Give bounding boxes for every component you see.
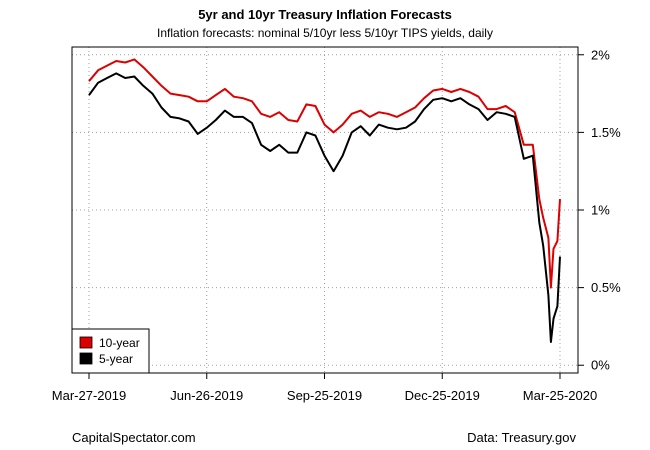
x-tick-label: Mar-25-2020 — [523, 388, 597, 403]
legend-box — [71, 328, 150, 374]
data-source: Data: Treasury.gov — [467, 430, 576, 445]
legend-swatch — [79, 336, 93, 349]
series-line-10-year — [88, 58, 561, 289]
chart-title: 5yr and 10yr Treasury Inflation Forecast… — [198, 7, 452, 22]
y-tick-label: 1.5% — [591, 125, 621, 140]
x-tick-label: Mar-27-2019 — [52, 388, 126, 403]
x-tick-label: Jun-26-2019 — [170, 388, 243, 403]
chart-subtitle: Inflation forecasts: nominal 5/10yr less… — [157, 26, 493, 40]
legend-label: 5-year — [99, 352, 133, 366]
x-tick-label: Dec-25-2019 — [405, 388, 480, 403]
x-tick-label: Sep-25-2019 — [287, 388, 362, 403]
y-tick-label: 0.5% — [591, 280, 621, 295]
legend: 10-year 5-year — [71, 328, 150, 374]
source-credit: CapitalSpectator.com — [72, 430, 196, 445]
y-tick-label: 2% — [591, 47, 610, 62]
y-tick-label: 1% — [591, 203, 610, 218]
legend-label: 10-year — [99, 336, 140, 350]
legend-swatch — [79, 352, 93, 365]
series-line-5-year — [88, 72, 561, 343]
y-tick-label: 0% — [591, 358, 610, 373]
